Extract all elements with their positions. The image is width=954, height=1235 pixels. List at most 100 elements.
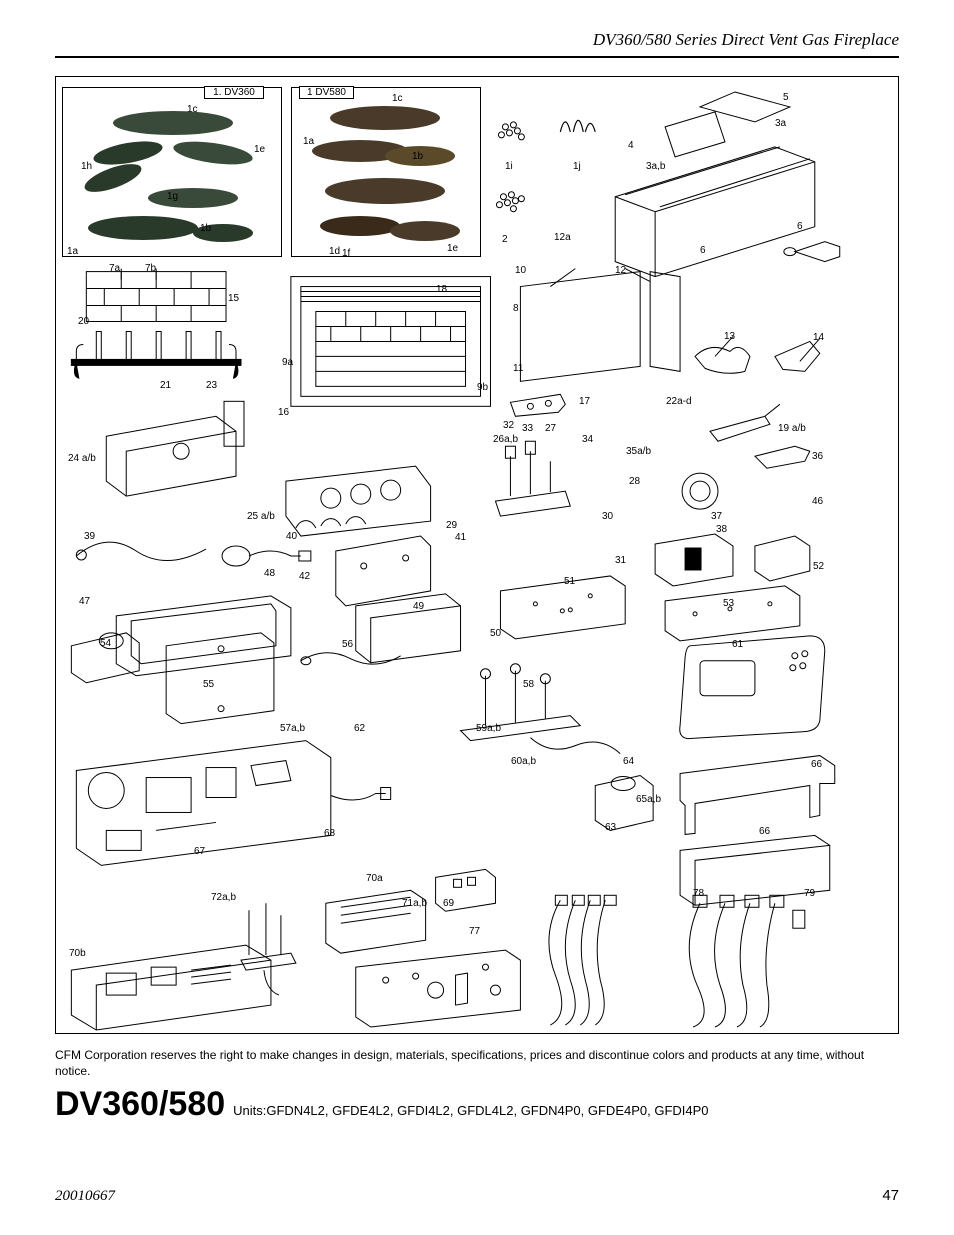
part-label-28: 28 bbox=[629, 477, 640, 487]
part-label-56: 56 bbox=[342, 640, 353, 650]
part-label-57: 57a,b bbox=[280, 724, 305, 734]
part-label-2: 2 bbox=[502, 235, 508, 245]
part-label-9b: 9b bbox=[477, 383, 488, 393]
part-label-52: 52 bbox=[813, 562, 824, 572]
part-label-63: 63 bbox=[605, 823, 616, 833]
part-label-71: 71a,b bbox=[402, 899, 427, 909]
part-label-6b: 6 bbox=[700, 246, 706, 256]
part-label-16: 16 bbox=[278, 408, 289, 418]
part-label-27: 27 bbox=[545, 424, 556, 434]
part-label-4: 4 bbox=[628, 141, 634, 151]
page-number: 47 bbox=[882, 1187, 899, 1204]
part-label-38: 38 bbox=[716, 525, 727, 535]
part-label-47: 47 bbox=[79, 597, 90, 607]
part-label-39: 39 bbox=[84, 532, 95, 542]
part-label-59: 59a,b bbox=[476, 724, 501, 734]
part-label-26: 26a,b bbox=[493, 435, 518, 445]
part-label-54: 54 bbox=[100, 639, 111, 649]
part-label-62: 62 bbox=[354, 724, 365, 734]
part-label-1b-l: 1b bbox=[200, 224, 211, 234]
part-label-1e-l: 1e bbox=[254, 145, 265, 155]
part-label-66b: 66 bbox=[759, 827, 770, 837]
part-label-72: 72a,b bbox=[211, 893, 236, 903]
part-label-48: 48 bbox=[264, 569, 275, 579]
part-label-33: 33 bbox=[522, 424, 533, 434]
part-label-1f: 1f bbox=[342, 249, 350, 259]
part-label-9a: 9a bbox=[282, 358, 293, 368]
part-label-15: 15 bbox=[228, 294, 239, 304]
part-label-61: 61 bbox=[732, 640, 743, 650]
part-label-42: 42 bbox=[299, 572, 310, 582]
part-label-79: 79 bbox=[804, 889, 815, 899]
part-label-60: 60a,b bbox=[511, 757, 536, 767]
part-label-8: 8 bbox=[513, 304, 519, 314]
part-label-3a: 3a bbox=[775, 119, 786, 129]
part-label-17: 17 bbox=[579, 397, 590, 407]
units-text: Units:GFDN4L2, GFDE4L2, GFDI4L2, GFDL4L2… bbox=[233, 1103, 708, 1118]
part-label-55: 55 bbox=[203, 680, 214, 690]
part-label-3ab: 3a,b bbox=[646, 162, 665, 172]
part-label-35: 35a/b bbox=[626, 447, 651, 457]
part-label-12: 12 bbox=[615, 266, 626, 276]
part-label-23: 23 bbox=[206, 381, 217, 391]
part-label-37: 37 bbox=[711, 512, 722, 522]
part-label-20: 20 bbox=[78, 317, 89, 327]
part-label-32: 32 bbox=[503, 421, 514, 431]
part-label-36: 36 bbox=[812, 452, 823, 462]
parts-diagram: 1. DV360 1 DV580 bbox=[55, 76, 899, 1034]
part-label-1a-l: 1a bbox=[67, 247, 78, 257]
part-label-24: 24 a/b bbox=[68, 454, 96, 464]
part-label-1a-r: 1a bbox=[303, 137, 314, 147]
part-label-10: 10 bbox=[515, 266, 526, 276]
part-label-34: 34 bbox=[582, 435, 593, 445]
disclaimer-text: CFM Corporation reserves the right to ma… bbox=[55, 1048, 899, 1079]
part-label-25: 25 a/b bbox=[247, 512, 275, 522]
part-label-29: 29 bbox=[446, 521, 457, 531]
part-label-18: 18 bbox=[436, 285, 447, 295]
part-label-7b: 7b bbox=[145, 264, 156, 274]
part-label-22: 22a-d bbox=[666, 397, 692, 407]
part-label-1h: 1h bbox=[81, 162, 92, 172]
part-label-1i: 1i bbox=[505, 162, 513, 172]
part-label-1b-r: 1b bbox=[412, 152, 423, 162]
part-label-66a: 66 bbox=[811, 760, 822, 770]
part-label-65: 65a,b bbox=[636, 795, 661, 805]
part-label-70a: 70a bbox=[366, 874, 383, 884]
part-label-31: 31 bbox=[615, 556, 626, 566]
part-label-64: 64 bbox=[623, 757, 634, 767]
part-label-13: 13 bbox=[724, 332, 735, 342]
part-label-19: 19 a/b bbox=[778, 424, 806, 434]
part-label-7a: 7a bbox=[109, 264, 120, 274]
part-label-1d: 1d bbox=[329, 247, 340, 257]
model-title: DV360/580 bbox=[55, 1085, 225, 1124]
model-line: DV360/580 Units:GFDN4L2, GFDE4L2, GFDI4L… bbox=[55, 1085, 899, 1124]
page-header: DV360/580 Series Direct Vent Gas Firepla… bbox=[55, 30, 899, 58]
parts-sketch-layer bbox=[56, 77, 898, 1033]
part-label-1j: 1j bbox=[573, 162, 581, 172]
part-label-11: 11 bbox=[513, 364, 523, 374]
part-label-53: 53 bbox=[723, 599, 734, 609]
part-label-51: 51 bbox=[564, 577, 575, 587]
part-label-67: 67 bbox=[194, 847, 205, 857]
part-label-5: 5 bbox=[783, 93, 789, 103]
part-label-58: 58 bbox=[523, 680, 534, 690]
part-label-77: 77 bbox=[469, 927, 480, 937]
part-label-70b: 70b bbox=[69, 949, 86, 959]
part-label-6a: 6 bbox=[797, 222, 803, 232]
part-label-1e-r: 1e bbox=[447, 244, 458, 254]
part-label-40: 40 bbox=[286, 532, 297, 542]
part-label-1g: 1g bbox=[167, 192, 178, 202]
part-label-30: 30 bbox=[602, 512, 613, 522]
part-label-69: 69 bbox=[443, 899, 454, 909]
part-label-78: 78 bbox=[693, 889, 704, 899]
part-label-50: 50 bbox=[490, 629, 501, 639]
doc-number: 20010667 bbox=[55, 1188, 115, 1205]
part-label-14: 14 bbox=[813, 333, 824, 343]
part-label-21: 21 bbox=[160, 381, 171, 391]
part-label-41: 41 bbox=[455, 533, 466, 543]
part-label-68: 68 bbox=[324, 829, 335, 839]
part-label-49: 49 bbox=[413, 602, 424, 612]
part-label-1c-l: 1c bbox=[187, 105, 198, 115]
part-label-12a: 12a bbox=[554, 233, 571, 243]
part-label-1c-r: 1c bbox=[392, 94, 403, 104]
